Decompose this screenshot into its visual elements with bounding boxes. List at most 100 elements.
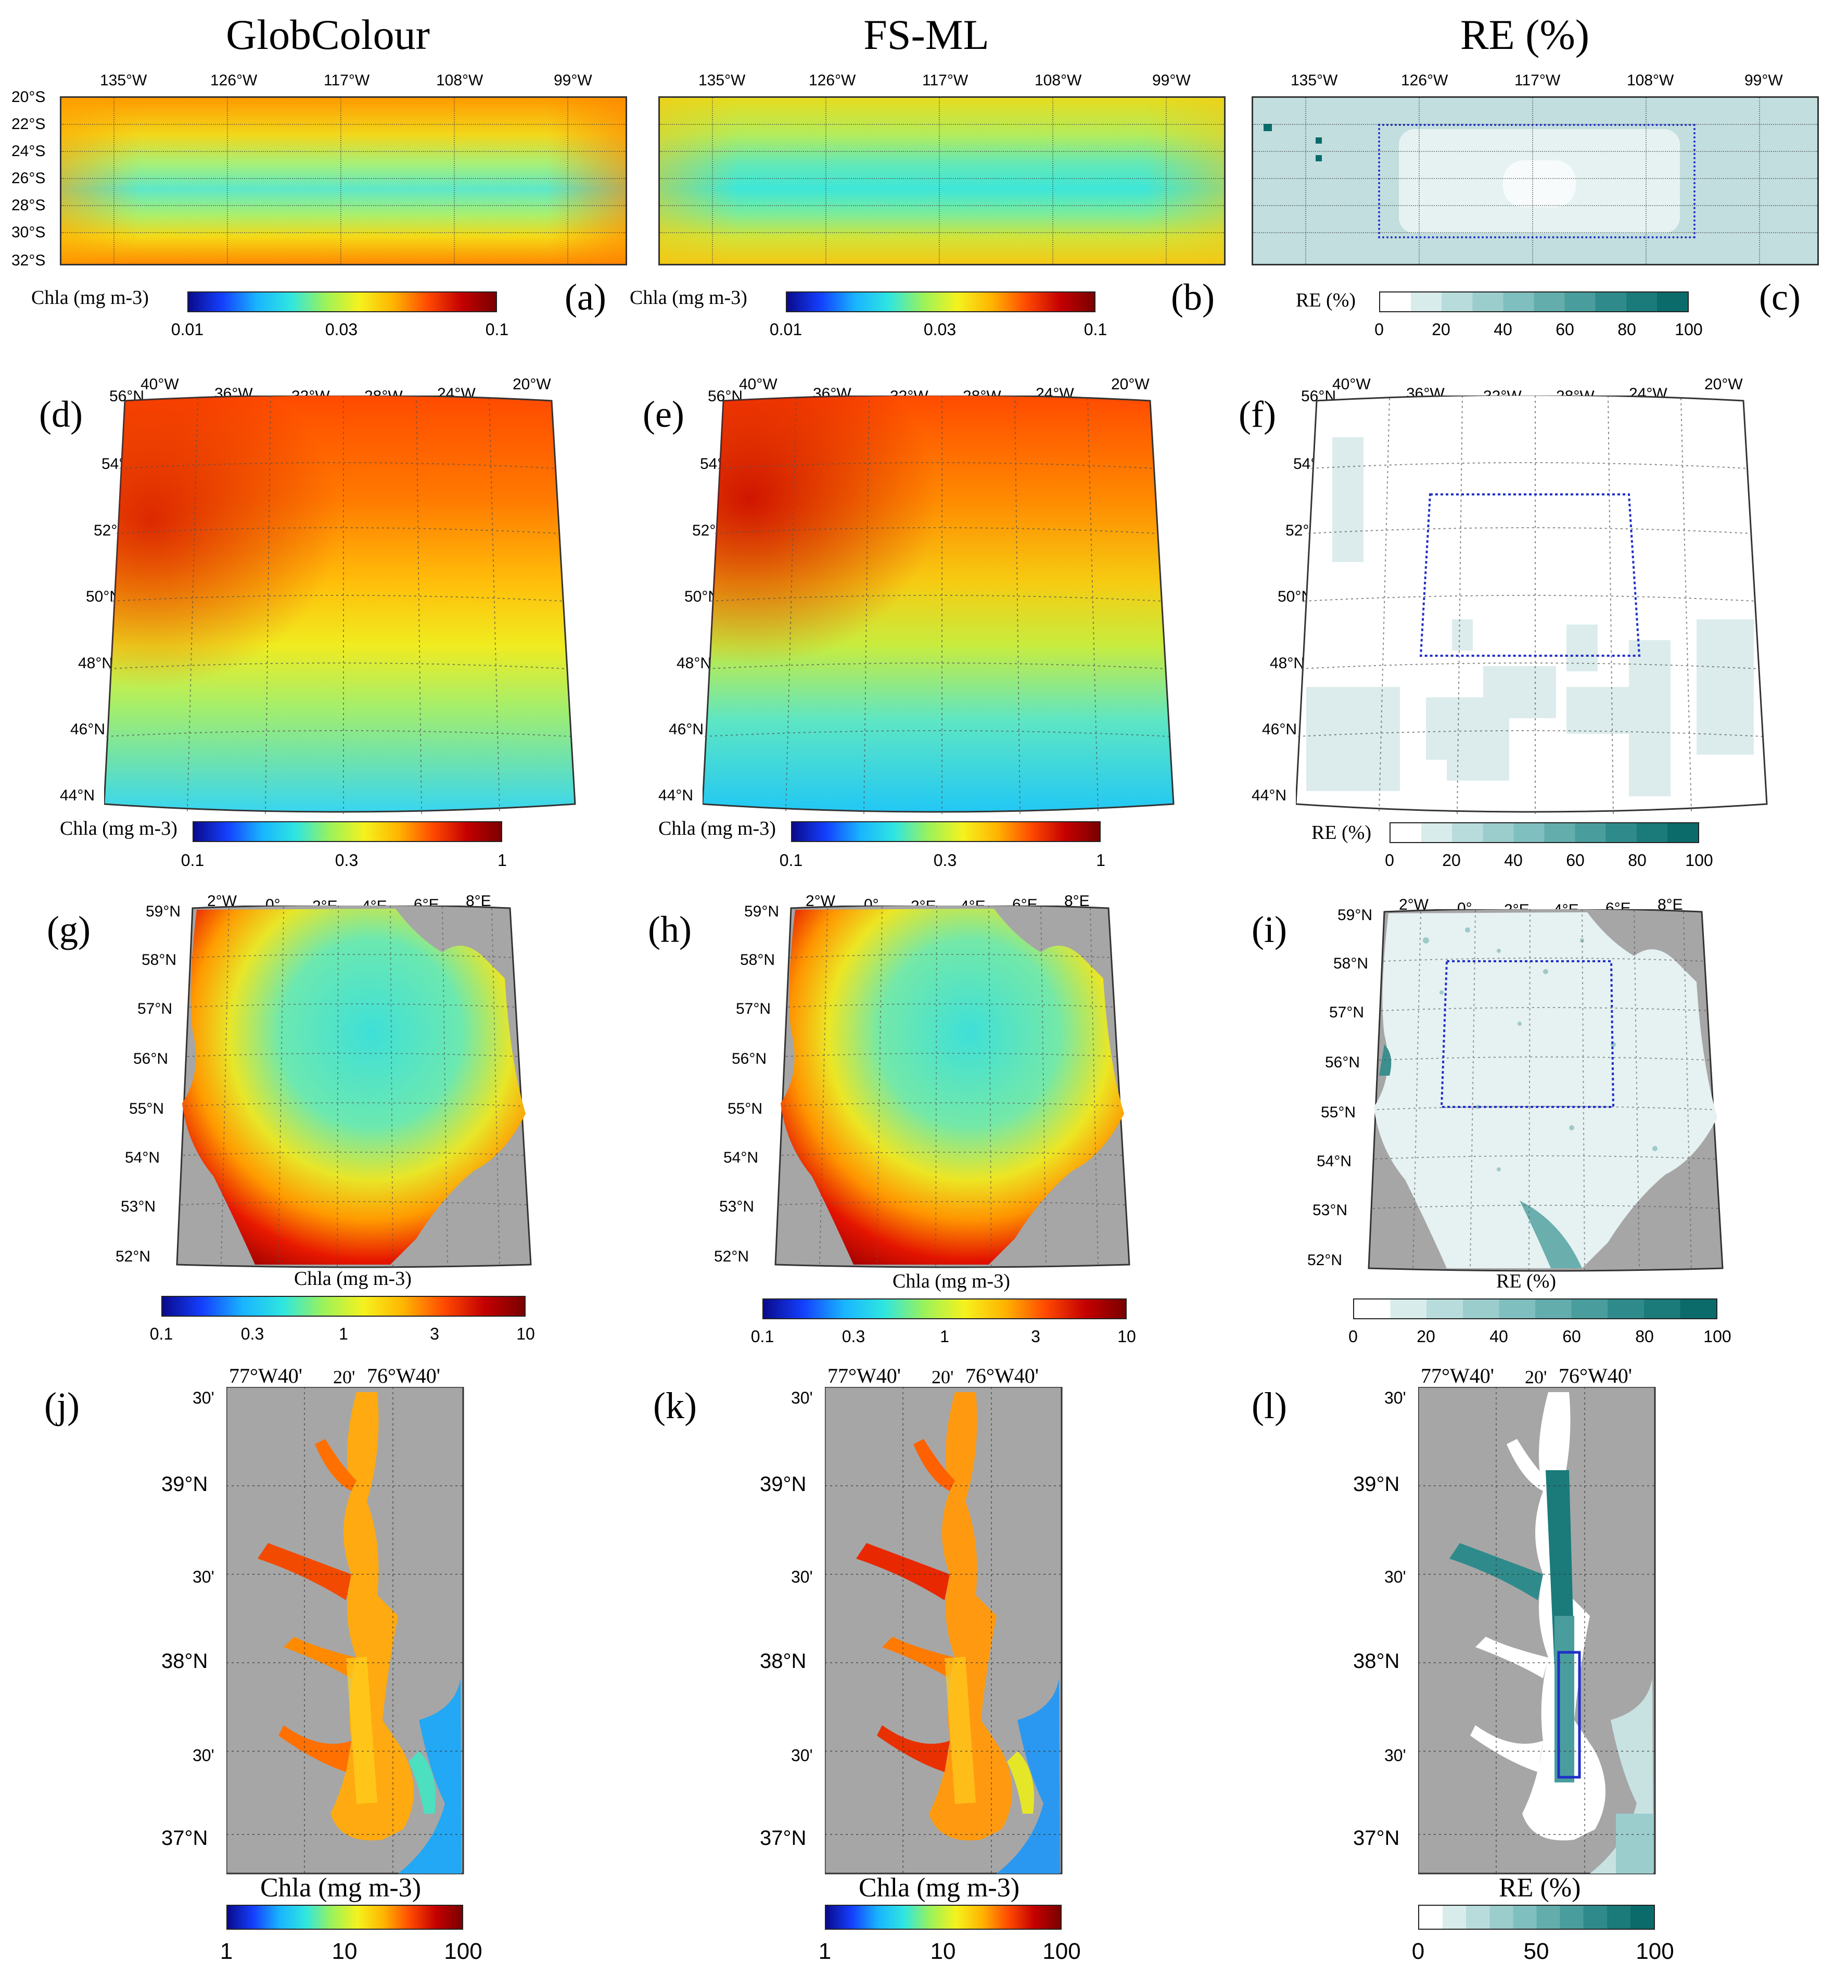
colorbar-label: Chla (mg m-3) — [893, 1270, 1010, 1292]
colorbar-tick: 1 — [498, 851, 507, 870]
lat-label: 30' — [791, 1746, 813, 1765]
panel-letter: (k) — [653, 1385, 697, 1426]
lat-label: 48°N — [1270, 655, 1305, 672]
lon-label: 99°W — [1744, 72, 1783, 89]
colorbar-tick: 1 — [220, 1939, 233, 1964]
title-globcolour: GlobColour — [226, 11, 430, 58]
colorbar-label: RE (%) — [1296, 289, 1356, 311]
panel-letter: (c) — [1759, 276, 1801, 318]
lat-label: 46°N — [70, 721, 106, 738]
lat-label: 32°S — [11, 252, 46, 269]
lat-label: 58°N — [142, 951, 177, 968]
lat-label: 53°N — [1312, 1202, 1348, 1219]
colorbar-tick: 60 — [1562, 1327, 1581, 1346]
lon-label: 20°W — [1111, 376, 1150, 393]
lat-label: 30' — [1384, 1746, 1406, 1765]
panel-letter: (j) — [44, 1385, 80, 1426]
lon-label: 40°W — [1332, 376, 1371, 393]
panel-letter: (g) — [47, 909, 91, 950]
map-c — [1252, 96, 1819, 265]
lon-label: 77°W40' — [1421, 1364, 1494, 1387]
lat-label: 54°N — [1317, 1153, 1352, 1170]
lat-label: 39°N — [161, 1473, 208, 1496]
colorbar-tick: 80 — [1635, 1327, 1654, 1346]
lat-label: 55°N — [1321, 1104, 1356, 1121]
colorbar-tick: 10 — [516, 1324, 535, 1343]
colorbar-tick: 0.1 — [149, 1324, 173, 1343]
lat-label: 30' — [791, 1388, 813, 1407]
lat-label: 57°N — [1329, 1004, 1365, 1021]
lat-label: 37°N — [161, 1827, 208, 1850]
lat-label: 56°N — [732, 1050, 767, 1067]
lat-label: 57°N — [736, 1000, 771, 1017]
lon-label: 40°W — [739, 376, 778, 393]
colorbar-chl — [187, 291, 497, 312]
colorbar-label: RE (%) — [1496, 1270, 1557, 1292]
lat-label: 48°N — [78, 655, 113, 672]
colorbar-tick: 80 — [1628, 851, 1647, 870]
colorbar-tick: 0.3 — [842, 1327, 865, 1346]
lat-label: 46°N — [1262, 721, 1297, 738]
title-re: RE (%) — [1460, 11, 1590, 58]
lon-label: 77°W40' — [229, 1364, 302, 1387]
colorbar-tick: 0.03 — [923, 320, 957, 339]
map-j — [226, 1387, 464, 1875]
lon-label: 126°W — [1401, 72, 1448, 89]
lat-label: 56°N — [133, 1050, 169, 1067]
colorbar-tick: 0.3 — [335, 851, 359, 870]
colorbar-chl — [825, 1905, 1062, 1930]
lat-label: 38°N — [161, 1650, 208, 1673]
colorbar-re — [1353, 1298, 1717, 1319]
study-area-box — [1440, 960, 1615, 1108]
lat-label: 59°N — [1337, 907, 1373, 924]
lon-label: 76°W40' — [965, 1364, 1039, 1387]
panel-letter: (h) — [648, 909, 692, 950]
panel-letter: (i) — [1252, 909, 1287, 950]
colorbar-tick: 50 — [1523, 1939, 1549, 1964]
colorbar-chl — [762, 1298, 1127, 1319]
lat-label: 52°N — [714, 1248, 749, 1265]
lon-label: 126°W — [210, 72, 258, 89]
lat-label: 53°N — [719, 1198, 755, 1215]
lat-label: 30' — [1384, 1568, 1406, 1586]
colorbar-re — [1418, 1905, 1655, 1930]
lon-label: 20' — [1525, 1367, 1547, 1387]
colorbar-chl — [226, 1905, 463, 1930]
colorbar-label: RE (%) — [1311, 822, 1372, 844]
lat-label: 52°N — [116, 1248, 151, 1265]
lat-label: 30' — [791, 1568, 813, 1586]
colorbar-chl — [791, 821, 1101, 842]
lat-label: 38°N — [1353, 1650, 1400, 1673]
lon-label: 117°W — [922, 72, 968, 89]
study-area-box — [1557, 1651, 1581, 1779]
map-e — [703, 396, 1175, 815]
colorbar-tick: 1 — [1096, 851, 1105, 870]
lat-label: 44°N — [1252, 787, 1287, 804]
lon-label: 126°W — [809, 72, 856, 89]
lat-label: 30' — [193, 1568, 214, 1586]
colorbar-chl — [161, 1296, 526, 1317]
lon-label: 135°W — [100, 72, 147, 89]
colorbar-re — [1390, 822, 1699, 843]
lat-label: 26°S — [11, 170, 46, 187]
colorbar-label: Chla (mg m-3) — [31, 287, 149, 309]
map-g — [176, 906, 532, 1268]
colorbar-tick: 100 — [1675, 320, 1703, 339]
colorbar-chl — [193, 821, 502, 842]
colorbar-tick: 80 — [1617, 320, 1636, 339]
lon-label: 99°W — [554, 72, 592, 89]
lat-label: 58°N — [740, 951, 775, 968]
lat-label: 28°S — [11, 197, 46, 214]
colorbar-tick: 3 — [1031, 1327, 1040, 1346]
lat-label: 39°N — [760, 1473, 807, 1496]
map-l — [1418, 1387, 1656, 1875]
lon-label: 76°W40' — [367, 1364, 440, 1387]
lat-label: 44°N — [60, 787, 95, 804]
colorbar-tick: 100 — [444, 1939, 482, 1964]
colorbar-tick: 40 — [1494, 320, 1512, 339]
lon-label: 20' — [333, 1367, 355, 1387]
map-i — [1368, 909, 1724, 1272]
colorbar-tick: 0.03 — [325, 320, 358, 339]
colorbar-label: Chla (mg m-3) — [859, 1873, 1020, 1903]
map-h — [774, 906, 1130, 1268]
